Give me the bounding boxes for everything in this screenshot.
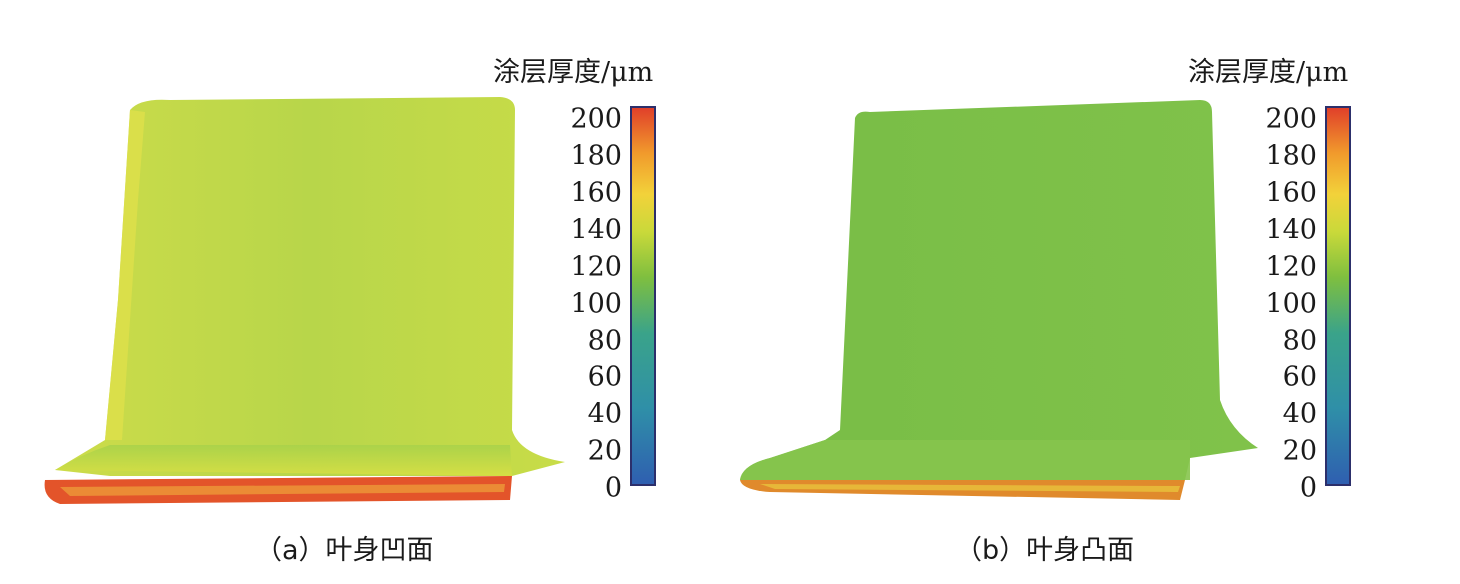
blade-surface	[740, 100, 1258, 480]
tick-label: 20	[1282, 435, 1317, 467]
panel-concave: 涂层厚度/μm 200 180 160 140 120 100 80 60 40…	[44, 57, 656, 566]
coating-thickness-map-concave	[44, 97, 565, 504]
tick-label: 40	[1282, 398, 1317, 430]
tick-label: 200	[570, 103, 622, 135]
tick-label: 200	[1265, 103, 1317, 135]
tick-label: 180	[570, 140, 622, 172]
legend-title: 涂层厚度/μm	[1188, 57, 1349, 88]
tick-label: 80	[587, 325, 622, 357]
blade-surface	[55, 97, 565, 476]
tick-label: 180	[1265, 140, 1317, 172]
tick-label: 120	[570, 251, 622, 283]
tick-label: 160	[1265, 177, 1317, 209]
caption-a: （a）叶身凹面	[255, 535, 434, 566]
tick-label: 140	[1265, 214, 1317, 246]
colorbar	[630, 106, 656, 486]
colorbar-ticks: 200 180 160 140 120 100 80 60 40 20 0	[562, 103, 622, 502]
tick-label: 160	[570, 177, 622, 209]
panel-convex: 涂层厚度/μm 200 180 160 140 120 100 80 60 40…	[730, 0, 1460, 584]
tick-label: 80	[1282, 325, 1317, 357]
tick-label: 60	[1282, 361, 1317, 393]
tick-label: 100	[1265, 288, 1317, 320]
colorbar-ticks: 200 180 160 140 120 100 80 60 40 20 0	[1257, 103, 1317, 502]
legend-title: 涂层厚度/μm	[493, 57, 654, 88]
coating-thickness-map-convex	[740, 100, 1258, 500]
tick-label: 120	[1265, 251, 1317, 283]
tick-label: 100	[570, 288, 622, 320]
tick-label: 0	[604, 472, 622, 504]
tick-label: 140	[570, 214, 622, 246]
caption-b: （b）叶身凸面	[955, 535, 1135, 566]
tick-label: 40	[587, 398, 622, 430]
tick-label: 0	[1299, 472, 1317, 504]
tick-label: 20	[587, 435, 622, 467]
tick-label: 60	[587, 361, 622, 393]
colorbar	[1325, 106, 1351, 486]
